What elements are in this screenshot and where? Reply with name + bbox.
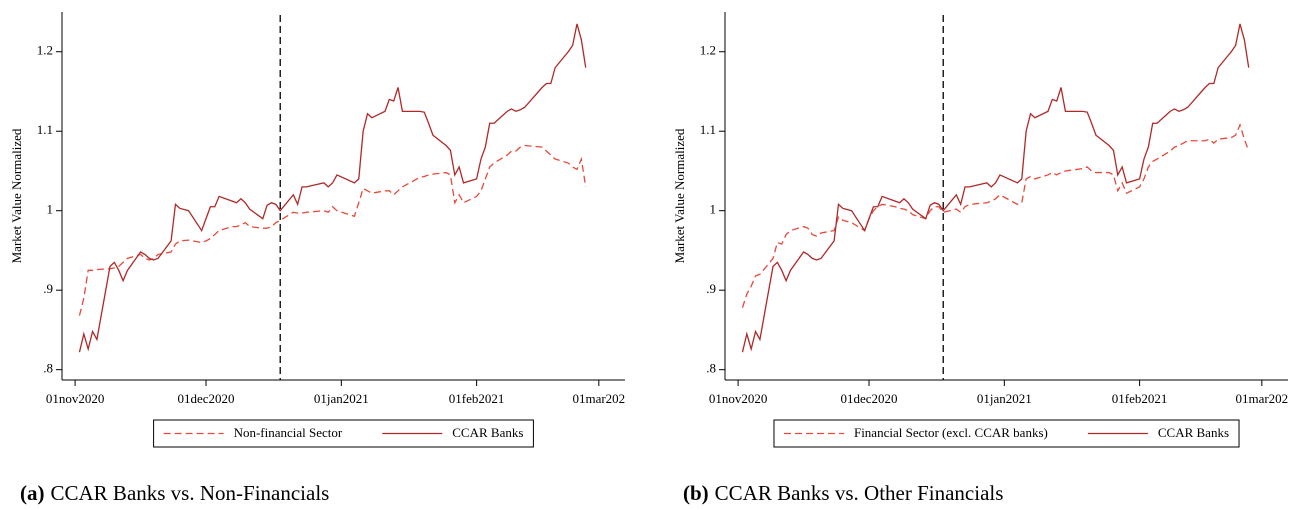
y-tick-label: .8 xyxy=(43,361,53,376)
y-tick-label: 1 xyxy=(710,202,717,217)
legend-box xyxy=(153,419,534,448)
y-axis-label: Market Value Normalized xyxy=(9,128,24,263)
series-line xyxy=(741,122,1250,308)
y-tick-label: .8 xyxy=(706,361,716,376)
legend-label: CCAR Banks xyxy=(1158,425,1229,440)
caption-label: (a) xyxy=(20,481,45,505)
caption: CCAR Banks vs. Other Financials xyxy=(715,481,1004,505)
legend-label: Financial Sector (excl. CCAR banks) xyxy=(854,425,1048,440)
series-line xyxy=(78,23,587,353)
y-tick-label: .9 xyxy=(43,281,53,296)
y-tick-label: 1.1 xyxy=(37,122,53,137)
x-tick-label: 01jan2021 xyxy=(314,391,369,406)
y-tick-label: 1.2 xyxy=(700,43,716,58)
x-tick-label: 01feb2021 xyxy=(449,391,505,406)
x-tick-label: 01dec2020 xyxy=(177,391,234,406)
legend-label: Non-financial Sector xyxy=(234,425,343,440)
y-tick-label: .9 xyxy=(706,281,716,296)
caption-label: (b) xyxy=(683,481,709,505)
x-tick-label: 01dec2020 xyxy=(840,391,897,406)
y-tick-label: 1 xyxy=(47,202,54,217)
y-tick-label: 1.2 xyxy=(37,43,53,58)
x-tick-label: 01mar202 xyxy=(572,391,625,406)
y-tick-label: 1.1 xyxy=(700,122,716,137)
series-line xyxy=(78,144,587,316)
legend-box xyxy=(773,419,1240,448)
x-tick-label: 01mar202 xyxy=(1235,391,1288,406)
series-line xyxy=(741,23,1250,353)
legend-label: CCAR Banks xyxy=(452,425,523,440)
x-tick-label: 01feb2021 xyxy=(1112,391,1168,406)
y-axis-label: Market Value Normalized xyxy=(672,128,687,263)
caption: CCAR Banks vs. Non-Financials xyxy=(51,481,330,505)
x-tick-label: 01nov2020 xyxy=(709,391,768,406)
x-tick-label: 01jan2021 xyxy=(977,391,1032,406)
x-tick-label: 01nov2020 xyxy=(46,391,105,406)
